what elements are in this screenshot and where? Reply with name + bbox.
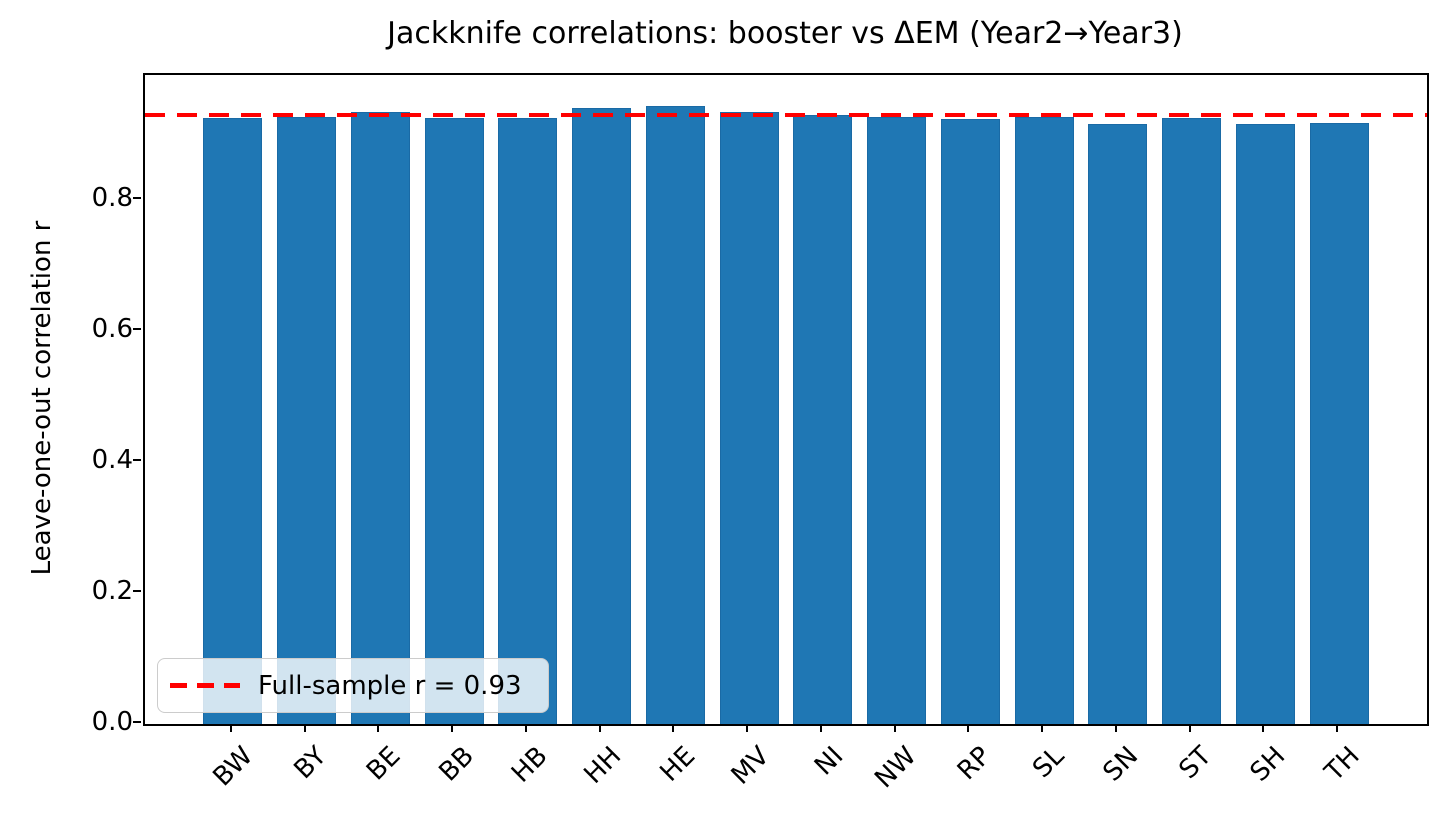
x-tick-BY (303, 724, 306, 732)
legend-dashed-line-sample (170, 683, 240, 688)
bar-BY (277, 116, 337, 724)
x-tick-label-SN: SN (1097, 741, 1145, 788)
reference-line (145, 112, 1427, 117)
x-tick-label-SH: SH (1244, 741, 1292, 788)
legend: Full-sample r = 0.93 (157, 658, 549, 713)
y-tick-label-0.2: 0.2 (91, 576, 133, 607)
x-tick-label-BY: BY (288, 741, 333, 786)
x-tick-label-BW: BW (207, 741, 259, 793)
x-tick-label-ST: ST (1173, 741, 1218, 786)
x-tick-label-TH: TH (1319, 741, 1366, 788)
x-tick-label-HE: HE (654, 741, 702, 788)
x-tick-BW (229, 724, 232, 732)
x-tick-SH (1262, 724, 1265, 732)
legend-label: Full-sample r = 0.93 (258, 670, 522, 701)
x-tick-label-HH: HH (578, 741, 628, 790)
x-tick-RP (967, 724, 970, 732)
x-tick-HH (598, 724, 601, 732)
x-tick-HB (524, 724, 527, 732)
x-tick-HE (672, 724, 675, 732)
bar-BW (203, 118, 263, 724)
x-tick-label-RP: RP (951, 741, 997, 787)
x-tick-BB (451, 724, 454, 732)
x-tick-label-BB: BB (433, 741, 481, 788)
y-tick-0.8 (133, 197, 141, 200)
y-tick-0.0 (133, 721, 141, 723)
bar-NI (793, 114, 853, 724)
y-tick-label-0.0: 0.0 (91, 707, 133, 737)
x-tick-BE (377, 724, 380, 732)
bar-MV (719, 112, 779, 724)
x-tick-NI (819, 724, 822, 732)
x-tick-label-SL: SL (1027, 741, 1071, 785)
bar-HH (572, 107, 632, 724)
bar-RP (940, 118, 1000, 724)
chart-title: Jackknife correlations: booster vs ΔEM (… (387, 16, 1183, 51)
bar-BB (424, 118, 484, 724)
y-tick-label-0.8: 0.8 (91, 183, 133, 214)
bar-NW (867, 116, 927, 724)
bar-HB (498, 117, 558, 724)
bar-HE (645, 106, 705, 724)
x-tick-label-BE: BE (361, 741, 407, 787)
x-tick-ST (1188, 724, 1191, 732)
plot-area: Full-sample r = 0.93 (143, 73, 1429, 726)
x-tick-label-HB: HB (506, 741, 555, 789)
y-tick-0.2 (133, 590, 141, 593)
bar-SL (1014, 116, 1074, 724)
x-tick-NW (893, 724, 896, 732)
bar-ST (1162, 118, 1222, 724)
y-tick-0.6 (133, 328, 141, 331)
y-tick-label-0.4: 0.4 (91, 445, 133, 476)
y-tick-0.4 (133, 459, 141, 462)
y-tick-label-0.6: 0.6 (91, 314, 133, 345)
y-axis-label: Leave-one-out correlation r (27, 220, 57, 576)
x-tick-TH (1336, 724, 1339, 732)
x-tick-label-NI: NI (808, 741, 850, 782)
x-tick-SN (1114, 724, 1117, 732)
x-tick-SL (1041, 724, 1044, 732)
bar-BE (350, 112, 410, 724)
x-tick-label-NW: NW (869, 741, 923, 795)
bar-TH (1309, 123, 1369, 724)
bar-SN (1088, 124, 1148, 724)
x-tick-label-MV: MV (725, 741, 776, 791)
bar-SH (1235, 124, 1295, 724)
x-tick-MV (746, 724, 749, 732)
